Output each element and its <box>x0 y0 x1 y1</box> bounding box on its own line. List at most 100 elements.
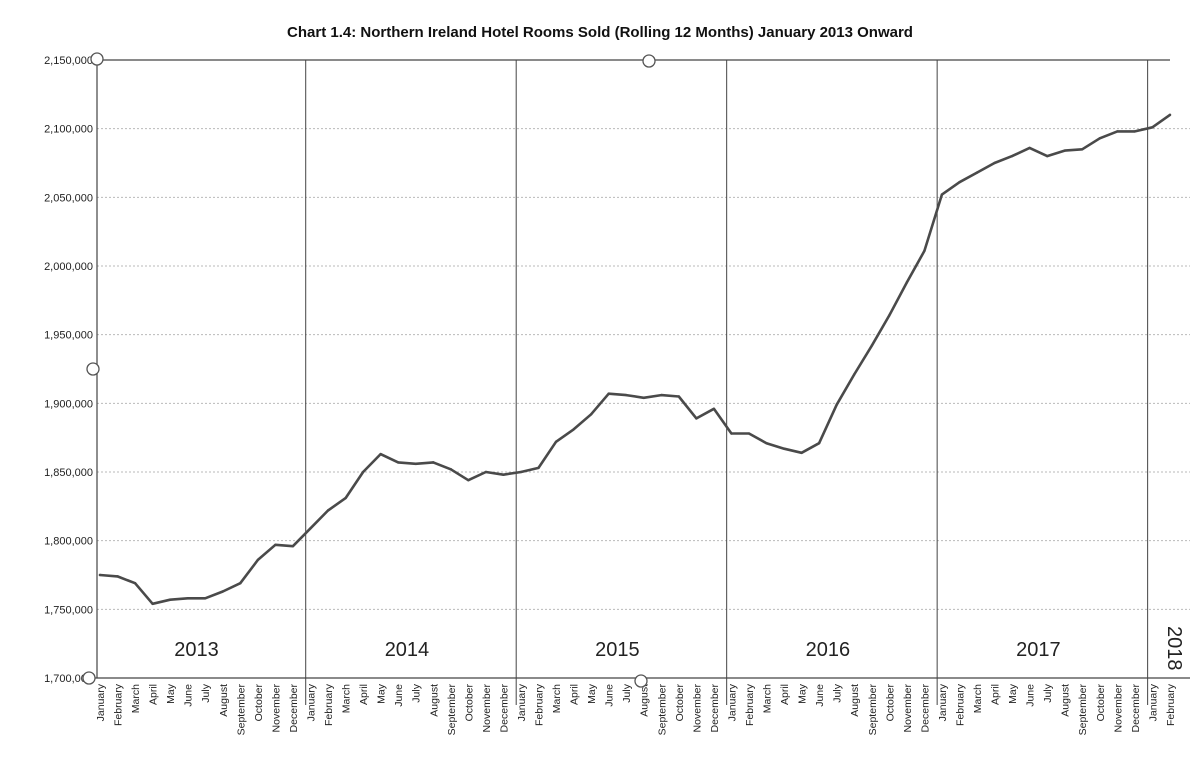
data-point <box>782 447 786 450</box>
data-point <box>993 161 996 165</box>
data-point <box>361 470 365 474</box>
data-point <box>98 573 102 577</box>
x-tick-label: January <box>95 683 107 721</box>
x-tick-label: April <box>779 684 791 705</box>
resize-handle[interactable] <box>634 674 648 688</box>
x-tick-label: December <box>709 683 721 732</box>
x-tick-label: July <box>621 683 633 702</box>
data-point <box>1010 154 1014 158</box>
x-tick-label: August <box>639 684 651 717</box>
x-tick-label: January <box>516 683 528 721</box>
resize-handle[interactable] <box>90 52 104 66</box>
x-tick-label: October <box>253 684 265 722</box>
series-layer <box>98 113 1172 606</box>
data-point <box>291 544 295 548</box>
x-tick-label: November <box>481 683 493 732</box>
x-tick-label: February <box>1165 683 1177 726</box>
data-point <box>730 432 733 435</box>
x-tick-label: April <box>358 684 370 705</box>
data-point <box>116 575 119 578</box>
x-tick-label: May <box>376 683 388 704</box>
data-point <box>151 602 154 606</box>
data-point <box>133 582 137 585</box>
x-tick-label: July <box>200 683 212 702</box>
data-point <box>888 314 891 317</box>
y-tick-label: 2,150,000 <box>44 55 93 67</box>
x-tick-label: November <box>1112 683 1124 732</box>
data-point <box>765 441 768 445</box>
x-tick-label: May <box>797 683 809 704</box>
x-tick-label: June <box>393 684 405 707</box>
x-tick-label: August <box>849 684 861 717</box>
grid-layer <box>97 60 1190 705</box>
data-point <box>625 393 628 397</box>
x-tick-label: November <box>902 683 914 732</box>
x-tick-label: December <box>919 683 931 732</box>
data-point <box>326 509 330 512</box>
y-tick-label: 2,100,000 <box>44 124 93 136</box>
x-tick-label: September <box>1077 684 1089 736</box>
x-tick-label: February <box>534 683 546 726</box>
x-tick-label: March <box>130 684 142 713</box>
x-tick-label: November <box>270 683 282 732</box>
x-tick-label: April <box>990 684 1002 705</box>
data-point <box>432 461 435 464</box>
data-point <box>379 452 382 456</box>
data-point <box>1133 130 1137 133</box>
series-line <box>98 113 1172 606</box>
y-tick-label: 1,950,000 <box>44 330 93 342</box>
data-point <box>800 451 803 454</box>
x-tick-label: September <box>235 684 247 736</box>
x-tick-label: September <box>656 684 668 736</box>
data-point <box>870 344 873 347</box>
y-tick-label: 2,000,000 <box>44 261 93 273</box>
data-point <box>484 470 488 474</box>
x-tick-label: October <box>884 684 896 722</box>
y-tick-label: 1,700,000 <box>44 673 93 685</box>
y-tick-label: 1,850,000 <box>44 467 93 479</box>
x-tick-label: May <box>165 683 177 704</box>
data-point <box>396 461 400 464</box>
data-point <box>1116 130 1119 133</box>
resize-handle[interactable] <box>642 54 656 68</box>
data-point <box>853 373 856 376</box>
data-point <box>239 582 242 585</box>
data-point <box>309 527 312 530</box>
selection-handles <box>82 52 656 688</box>
x-tick-label: January <box>305 683 317 721</box>
data-point <box>344 496 347 500</box>
y-tick-label: 2,050,000 <box>44 192 93 204</box>
x-tick-label: March <box>762 684 774 713</box>
data-point <box>186 597 189 600</box>
data-point <box>1081 148 1084 151</box>
x-tick-label: February <box>744 683 756 726</box>
x-tick-label: July <box>411 683 423 702</box>
x-tick-label: March <box>551 684 563 713</box>
data-point <box>712 407 716 411</box>
data-point <box>975 171 979 174</box>
data-point <box>695 417 698 420</box>
data-point <box>537 466 540 470</box>
resize-handle[interactable] <box>82 671 96 685</box>
data-point <box>1045 154 1049 158</box>
axis-layer <box>88 59 1190 679</box>
data-point <box>747 432 751 435</box>
x-axis-tick-labels: January February March April May June July Augu… <box>95 683 1177 735</box>
data-point <box>1151 126 1154 129</box>
x-tick-label: November <box>691 683 703 732</box>
y-tick-label: 1,900,000 <box>44 398 93 410</box>
x-tick-label: March <box>341 684 353 713</box>
data-point <box>519 470 523 474</box>
x-tick-label: August <box>218 684 230 717</box>
x-tick-label: January <box>937 683 949 721</box>
data-point <box>502 473 505 476</box>
data-point <box>1168 113 1172 117</box>
data-point <box>660 393 663 397</box>
y-tick-label: 1,800,000 <box>44 536 93 548</box>
data-point <box>589 413 593 416</box>
resize-handle[interactable] <box>86 362 100 376</box>
data-point <box>1098 137 1101 140</box>
data-point <box>940 193 944 196</box>
chart-title: Chart 1.4: Northern Ireland Hotel Rooms … <box>287 24 913 41</box>
